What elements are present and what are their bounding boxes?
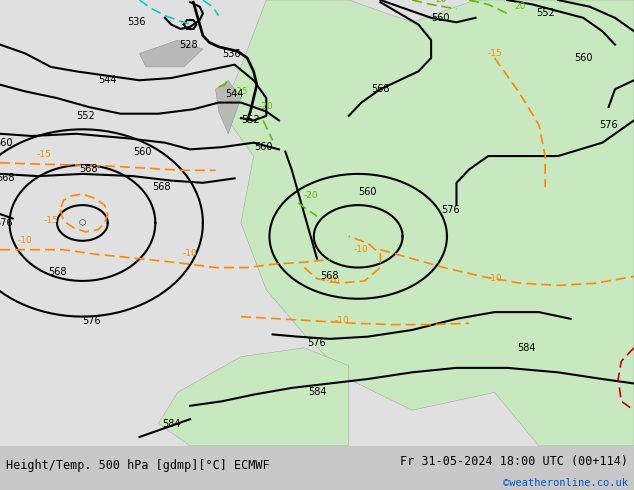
Text: -15: -15 <box>43 216 58 225</box>
Text: 544: 544 <box>225 89 244 98</box>
Text: 568: 568 <box>79 165 98 174</box>
Text: 584: 584 <box>307 388 327 397</box>
Text: 576: 576 <box>441 204 460 215</box>
Text: 584: 584 <box>162 418 181 429</box>
Text: 20: 20 <box>435 0 446 4</box>
Text: 576: 576 <box>599 120 618 130</box>
Polygon shape <box>139 40 203 67</box>
Text: -20: -20 <box>303 191 318 200</box>
Text: -20: -20 <box>259 102 274 111</box>
Text: -10: -10 <box>183 249 198 258</box>
Text: 568: 568 <box>152 182 171 192</box>
Text: Height/Temp. 500 hPa [gdmp][°C] ECMWF: Height/Temp. 500 hPa [gdmp][°C] ECMWF <box>6 459 270 472</box>
Text: 552: 552 <box>241 115 260 125</box>
Text: ©weatheronline.co.uk: ©weatheronline.co.uk <box>503 478 628 489</box>
Polygon shape <box>222 446 634 468</box>
Text: 544: 544 <box>98 75 117 85</box>
Text: 568: 568 <box>48 267 67 277</box>
Text: 536: 536 <box>222 49 241 58</box>
Text: 552: 552 <box>76 111 95 121</box>
Text: -25: -25 <box>233 87 249 96</box>
Text: 584: 584 <box>517 343 536 353</box>
Text: 560: 560 <box>574 53 593 63</box>
Text: -10: -10 <box>18 236 33 245</box>
Text: ⬡: ⬡ <box>79 219 86 227</box>
Text: 560: 560 <box>133 147 152 157</box>
Polygon shape <box>216 80 241 134</box>
Text: 568: 568 <box>0 173 15 183</box>
Text: 560: 560 <box>254 142 273 152</box>
Text: 552: 552 <box>536 8 555 19</box>
Text: -10: -10 <box>487 274 502 283</box>
Text: 528: 528 <box>179 40 198 49</box>
Text: -10: -10 <box>325 276 340 285</box>
Text: 568: 568 <box>371 84 390 94</box>
Polygon shape <box>222 0 634 446</box>
Text: -10: -10 <box>335 316 350 325</box>
Text: -15: -15 <box>487 49 502 58</box>
Text: 576: 576 <box>82 316 101 326</box>
Text: 568: 568 <box>320 271 339 281</box>
Text: 536: 536 <box>127 17 146 27</box>
Text: 560: 560 <box>358 187 377 197</box>
Text: 20: 20 <box>514 2 526 11</box>
Text: 560: 560 <box>431 13 450 23</box>
Text: Fr 31-05-2024 18:00 UTC (00+114): Fr 31-05-2024 18:00 UTC (00+114) <box>399 455 628 468</box>
Polygon shape <box>158 348 349 446</box>
Text: 576: 576 <box>307 338 327 348</box>
Text: 576: 576 <box>0 218 13 228</box>
Text: -15: -15 <box>37 150 52 159</box>
Text: 560: 560 <box>0 138 13 147</box>
Text: -10: -10 <box>354 245 369 254</box>
